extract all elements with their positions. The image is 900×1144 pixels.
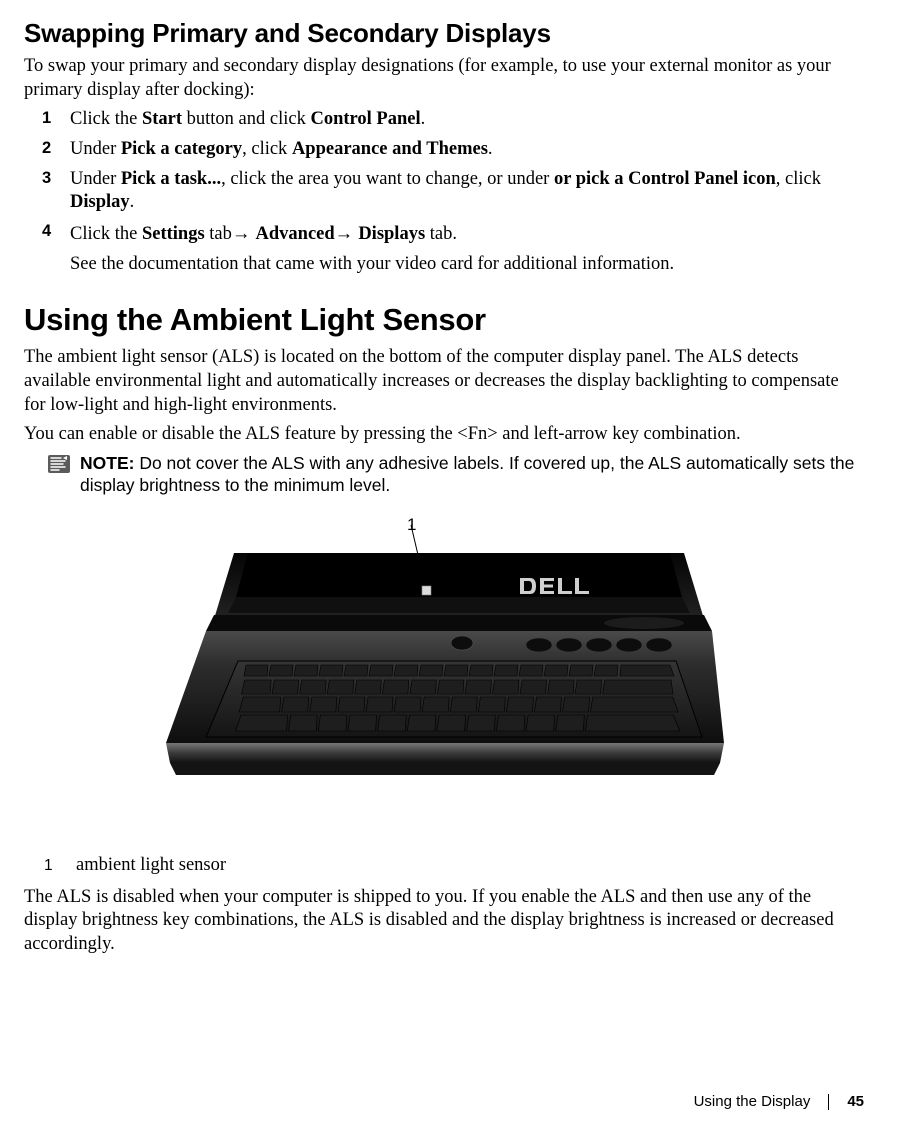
section2-para3: The ALS is disabled when your computer i… xyxy=(24,886,864,957)
step-1: 1 Click the Start button and click Contr… xyxy=(70,108,864,132)
footer-chapter: Using the Display xyxy=(694,1093,811,1110)
step-3: 3 Under Pick a task..., click the area y… xyxy=(70,168,864,215)
step-text: Click the Start button and click Control… xyxy=(70,109,425,129)
figure-legend: 1ambient light sensor xyxy=(44,855,864,876)
laptop-illustration xyxy=(164,523,724,803)
step-4: 4 Click the Settings tab→ Advanced→ Disp… xyxy=(70,221,864,276)
step-number: 3 xyxy=(42,168,51,189)
page-footer: Using the Display 45 xyxy=(694,1093,864,1110)
section1-intro: To swap your primary and secondary displ… xyxy=(24,55,864,102)
step-number: 2 xyxy=(42,138,51,159)
step-text: Under Pick a category, click Appearance … xyxy=(70,139,493,159)
section2-title: Using the Ambient Light Sensor xyxy=(24,302,864,338)
step-number: 1 xyxy=(42,108,51,129)
step-text: Click the Settings tab→ Advanced→ Displa… xyxy=(70,224,457,244)
note-text: NOTE: Do not cover the ALS with any adhe… xyxy=(80,453,856,497)
step-sub: See the documentation that came with you… xyxy=(70,253,864,277)
footer-separator xyxy=(828,1094,829,1110)
section2-para1: The ambient light sensor (ALS) is locate… xyxy=(24,346,864,417)
footer-page-number: 45 xyxy=(847,1093,864,1110)
legend-number: 1 xyxy=(44,857,76,875)
step-number: 4 xyxy=(42,221,51,242)
als-figure: 1 xyxy=(124,515,764,815)
section2-para2: You can enable or disable the ALS featur… xyxy=(24,423,864,447)
note-block: NOTE: Do not cover the ALS with any adhe… xyxy=(48,453,864,497)
note-icon xyxy=(48,455,70,473)
legend-text: ambient light sensor xyxy=(76,855,226,875)
step-text: Under Pick a task..., click the area you… xyxy=(70,169,821,213)
section1-steps: 1 Click the Start button and click Contr… xyxy=(24,108,864,276)
step-2: 2 Under Pick a category, click Appearanc… xyxy=(70,138,864,162)
section1-title: Swapping Primary and Secondary Displays xyxy=(24,18,864,49)
